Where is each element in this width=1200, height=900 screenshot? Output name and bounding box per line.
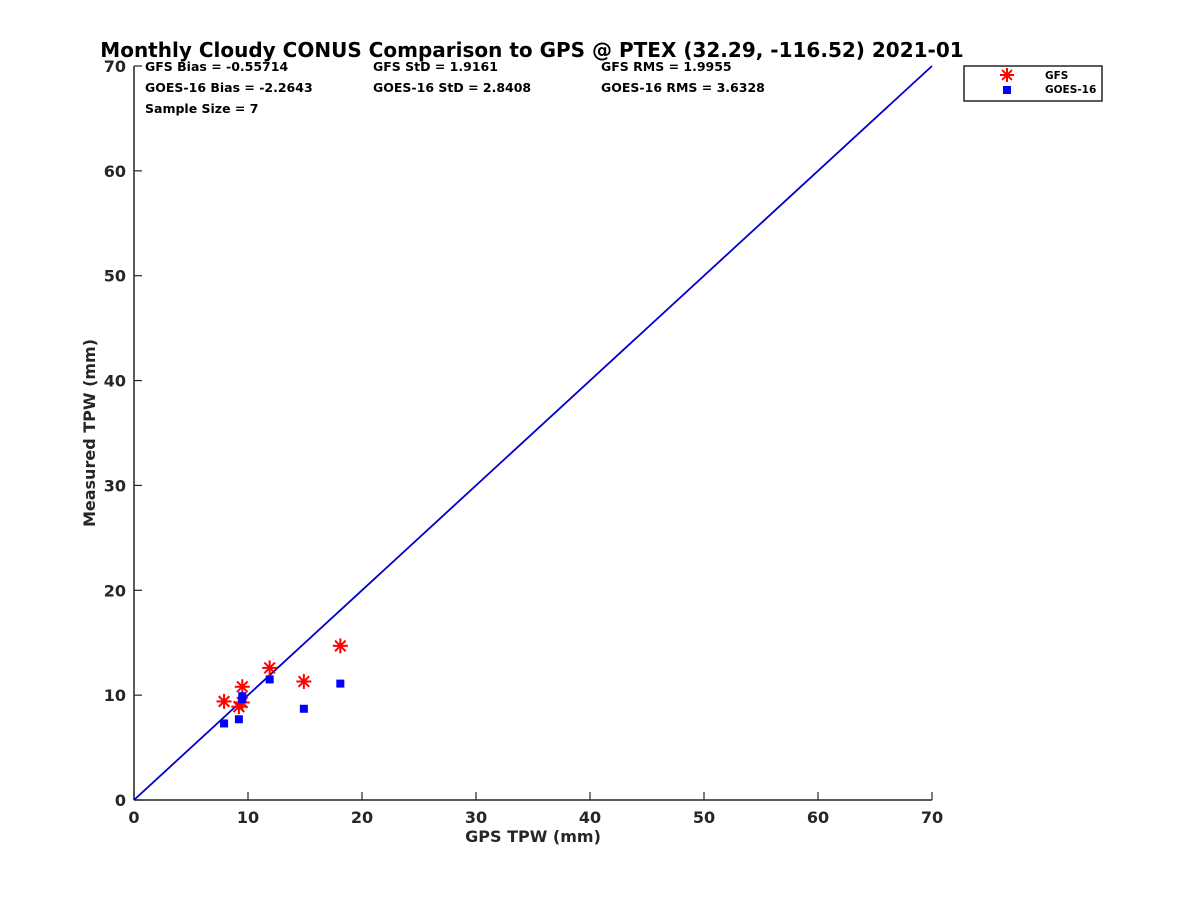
goes-16-point [234, 715, 243, 724]
y-tick-label: 60 [104, 162, 126, 181]
gfs-point [216, 693, 232, 709]
x-tick-label: 20 [351, 808, 373, 827]
x-tick-label: 30 [465, 808, 487, 827]
goes-std-stat: GOES-16 StD = 2.8408 [373, 80, 531, 95]
y-tick-label: 10 [104, 686, 126, 705]
y-tick-label: 0 [115, 791, 126, 810]
legend-box [963, 65, 1103, 102]
sample-size-stat: Sample Size = 7 [145, 101, 258, 116]
y-tick-label: 20 [104, 581, 126, 600]
gfs-rms-stat: GFS RMS = 1.9955 [601, 59, 732, 74]
legend-goes-marker [1003, 86, 1011, 94]
one-to-one-line [133, 65, 933, 801]
gfs-point [296, 674, 312, 690]
data-markers [216, 638, 348, 728]
stats-block: GFS Bias = -0.55714 GFS StD = 1.9161 GFS… [145, 59, 765, 116]
plot-area [133, 66, 932, 801]
x-tick-label: 40 [579, 808, 601, 827]
legend-gfs-marker [1000, 68, 1014, 82]
reference-line-group [133, 65, 933, 801]
goes-16-point [299, 704, 308, 713]
x-tick-label: 60 [807, 808, 829, 827]
goes-rms-stat: GOES-16 RMS = 3.6328 [601, 80, 765, 95]
chart-title: Monthly Cloudy CONUS Comparison to GPS @… [100, 38, 963, 62]
gfs-point [234, 679, 250, 695]
legend-goes-label: GOES-16 [1045, 84, 1096, 96]
goes-16-point [336, 679, 345, 688]
gfs-point [262, 660, 278, 676]
goes-16-point [220, 719, 229, 728]
y-tick-label: 70 [104, 57, 126, 76]
goes-16-point [238, 692, 247, 701]
goes-16-point [265, 675, 274, 684]
gfs-bias-stat: GFS Bias = -0.55714 [145, 59, 288, 74]
y-tick-label: 50 [104, 267, 126, 286]
legend: GFS GOES-16 [963, 65, 1103, 102]
legend-gfs-label: GFS [1045, 70, 1068, 82]
gfs-std-stat: GFS StD = 1.9161 [373, 59, 498, 74]
legend-goes-square [1003, 86, 1011, 94]
x-tick-label: 50 [693, 808, 715, 827]
goes-bias-stat: GOES-16 Bias = -2.2643 [145, 80, 313, 95]
x-tick-label: 70 [921, 808, 943, 827]
x-axis-label: GPS TPW (mm) [465, 827, 601, 846]
x-tick-label: 0 [128, 808, 139, 827]
y-tick-label: 40 [104, 372, 126, 391]
y-tick-label: 30 [104, 476, 126, 495]
y-axis-label: Measured TPW (mm) [80, 339, 99, 527]
legend-gfs-asterisk [1000, 68, 1014, 82]
gfs-point [332, 638, 348, 654]
x-tick-label: 10 [237, 808, 259, 827]
axis-ticks: 0 10 20 30 40 50 60 70 0 10 20 30 40 50 60 70 [104, 57, 943, 827]
